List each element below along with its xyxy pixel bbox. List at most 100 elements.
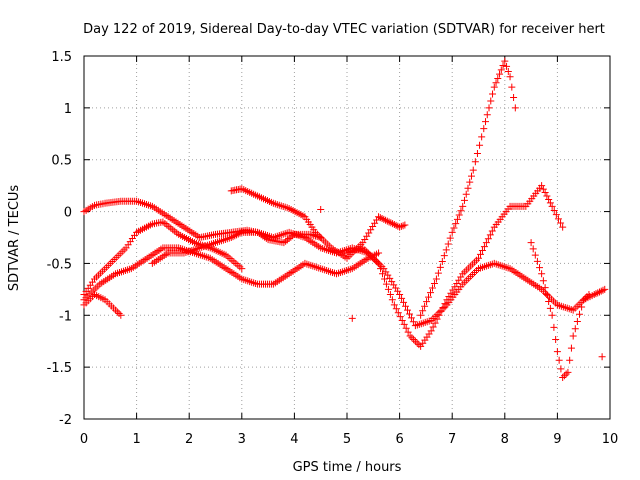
x-tick-label: 10 bbox=[602, 432, 619, 447]
data-point bbox=[533, 257, 541, 265]
data-point bbox=[482, 239, 490, 247]
data-point bbox=[594, 289, 602, 297]
data-point bbox=[466, 178, 474, 186]
data-point bbox=[484, 235, 492, 243]
data-point bbox=[405, 310, 413, 318]
data-point bbox=[380, 275, 388, 283]
data-point bbox=[543, 192, 551, 200]
data-point bbox=[478, 133, 486, 141]
data-point bbox=[480, 243, 488, 251]
data-point bbox=[592, 290, 600, 298]
data-point bbox=[427, 327, 435, 335]
data-point bbox=[435, 311, 443, 319]
y-tick-label: 1.5 bbox=[51, 50, 72, 65]
data-point bbox=[548, 311, 556, 319]
data-point bbox=[385, 218, 393, 226]
data-point bbox=[419, 307, 427, 315]
data-point bbox=[432, 275, 440, 283]
data-point bbox=[564, 368, 572, 376]
data-point bbox=[457, 207, 465, 215]
data-point bbox=[511, 104, 519, 112]
data-point bbox=[550, 207, 558, 215]
data-point bbox=[557, 219, 565, 227]
data-point bbox=[401, 221, 409, 229]
data-point bbox=[399, 222, 407, 230]
data-point bbox=[473, 149, 481, 157]
data-point bbox=[233, 231, 241, 239]
data-point bbox=[489, 90, 497, 98]
data-point bbox=[446, 234, 454, 242]
data-point bbox=[112, 306, 120, 314]
data-point bbox=[227, 234, 235, 241]
data-point bbox=[375, 213, 383, 221]
data-point bbox=[429, 323, 437, 331]
x-tick-label: 8 bbox=[501, 432, 509, 447]
y-axis-label: SDTVAR / TECUs bbox=[7, 185, 22, 292]
data-point bbox=[400, 298, 408, 306]
data-point bbox=[377, 265, 385, 273]
data-point bbox=[527, 239, 535, 247]
data-point bbox=[375, 249, 383, 257]
data-point bbox=[406, 332, 414, 340]
data-point bbox=[396, 313, 404, 321]
data-point bbox=[409, 318, 417, 326]
y-tick-labels: -2 -1.5 -1 -0.5 0 0.5 1 1.5 bbox=[47, 50, 72, 428]
data-point bbox=[441, 300, 449, 308]
data-point bbox=[469, 166, 477, 174]
data-point bbox=[475, 254, 482, 262]
data-point bbox=[598, 353, 606, 361]
x-tick-label: 4 bbox=[290, 432, 298, 447]
data-point bbox=[402, 324, 410, 332]
data-point bbox=[282, 237, 290, 245]
data-point bbox=[455, 211, 463, 219]
data-point bbox=[400, 320, 408, 328]
data-point bbox=[392, 221, 400, 229]
y-tick-label: -0.5 bbox=[47, 257, 72, 272]
data-point bbox=[423, 298, 431, 306]
data-point bbox=[569, 332, 577, 340]
data-point bbox=[433, 315, 441, 323]
data-point bbox=[464, 184, 472, 192]
data-point bbox=[113, 308, 121, 316]
data-point bbox=[410, 335, 418, 343]
data-point bbox=[467, 172, 475, 180]
data-point bbox=[438, 257, 446, 265]
data-point bbox=[571, 325, 579, 333]
data-point bbox=[425, 293, 433, 301]
data-point bbox=[392, 305, 400, 313]
data-point bbox=[440, 252, 448, 260]
y-tick-label: -1 bbox=[59, 309, 72, 324]
data-point bbox=[348, 314, 356, 322]
data-point bbox=[379, 270, 387, 278]
data-point bbox=[595, 288, 603, 296]
data-point bbox=[482, 118, 490, 126]
y-tick-label: 0.5 bbox=[51, 154, 72, 169]
grid-lines bbox=[84, 56, 610, 419]
data-point bbox=[317, 205, 325, 213]
data-point bbox=[597, 287, 605, 295]
data-point bbox=[430, 280, 438, 288]
data-point bbox=[488, 227, 496, 235]
x-tick-label: 9 bbox=[553, 432, 561, 447]
data-point bbox=[552, 211, 560, 219]
data-point bbox=[560, 372, 568, 380]
data-point bbox=[599, 286, 607, 294]
data-point bbox=[436, 263, 444, 271]
data-point bbox=[397, 222, 405, 230]
data-point bbox=[557, 365, 565, 373]
data-point bbox=[380, 215, 388, 223]
data-point bbox=[476, 141, 484, 149]
data-point bbox=[383, 217, 391, 225]
x-axis-label: GPS time / hours bbox=[293, 460, 402, 475]
axis-ticks bbox=[83, 55, 611, 420]
data-point bbox=[115, 310, 123, 318]
data-point bbox=[404, 328, 412, 336]
data-point bbox=[487, 97, 495, 105]
data-point bbox=[496, 70, 504, 78]
x-tick-labels: 0 1 2 3 4 5 6 7 8 9 10 bbox=[80, 432, 618, 447]
data-point bbox=[375, 259, 383, 267]
data-point bbox=[398, 294, 406, 302]
y-tick-label: 1 bbox=[64, 102, 72, 117]
data-point bbox=[562, 370, 570, 378]
y-tick-label: 0 bbox=[64, 206, 72, 221]
